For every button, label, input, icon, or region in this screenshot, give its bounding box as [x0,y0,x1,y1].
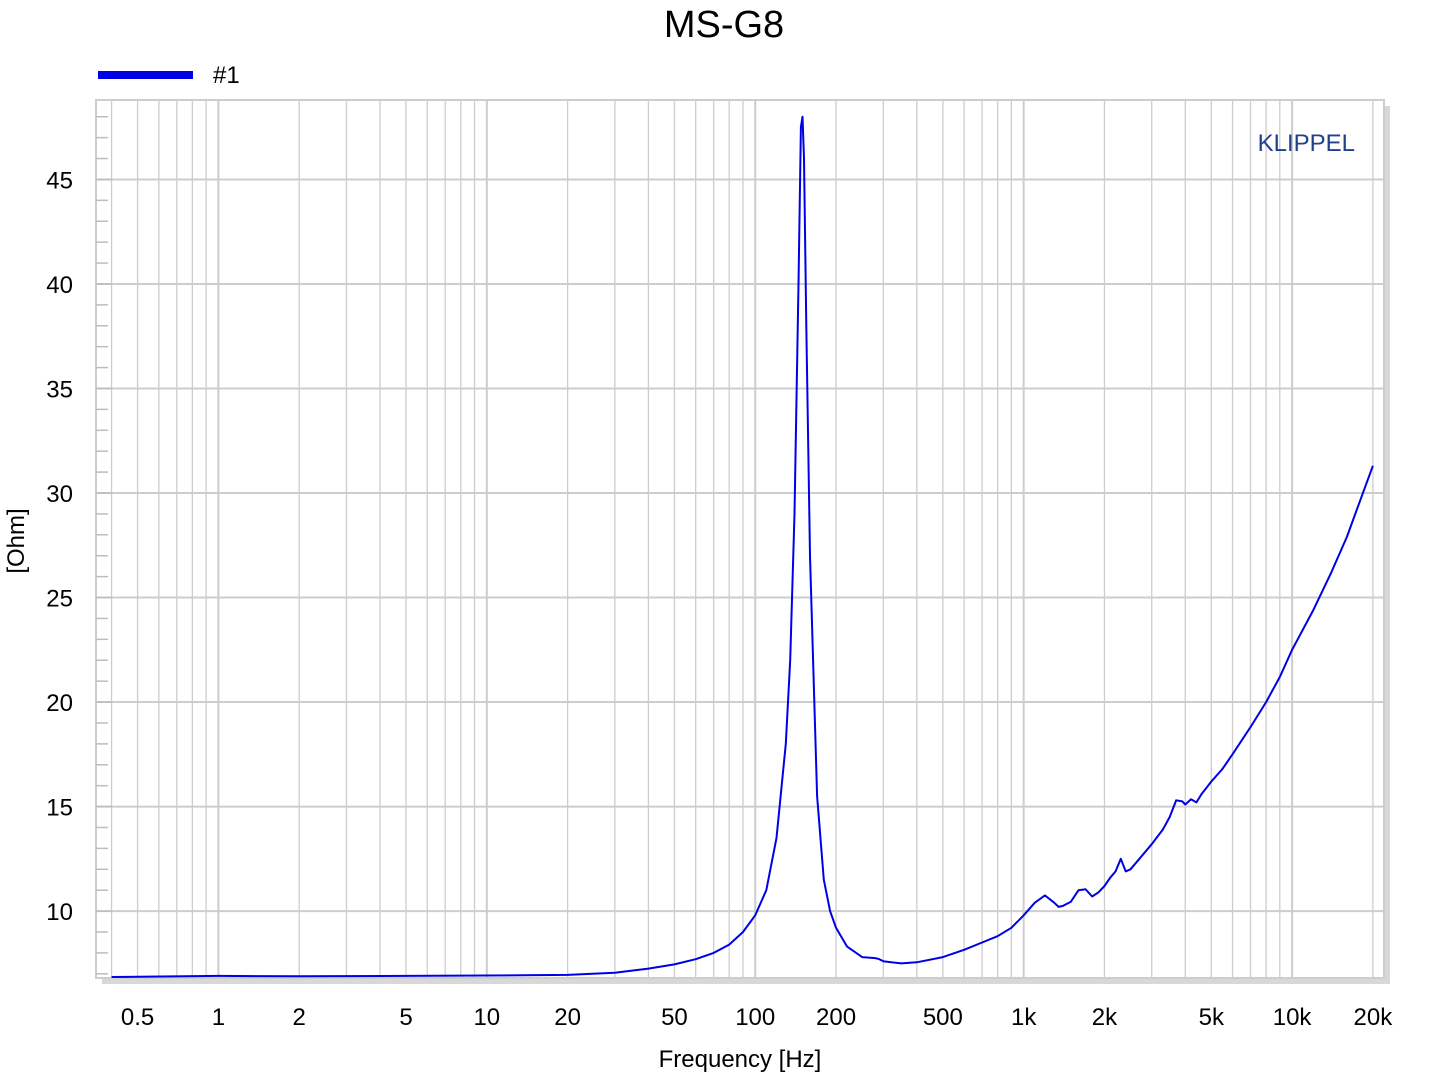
klippel-watermark: KLIPPEL [1258,130,1355,157]
x-tick-label: 10 [473,1004,500,1031]
y-tick-label: 35 [46,376,73,403]
x-tick-label: 1 [212,1004,225,1031]
y-tick-label: 25 [46,586,73,613]
y-tick-label: 45 [46,167,73,194]
grid [96,100,1384,978]
y-tick-label: 20 [46,690,73,717]
x-tick-label: 500 [923,1004,963,1031]
y-tick-label: 10 [46,899,73,926]
y-tick-label: 30 [46,481,73,508]
y-axis-ticks: 10 15 20 25 30 35 40 45 [46,167,73,926]
series-line-1 [111,115,1374,978]
x-tick-label: 0.5 [121,1004,154,1031]
x-tick-label: 5 [399,1004,412,1031]
x-tick-label: 20k [1354,1004,1394,1031]
legend: #1 [98,62,240,89]
x-axis-ticks: 0.5 1 2 5 10 20 50 100 200 500 1k 2k 5k 10k 20k [121,1004,1393,1031]
x-tick-label: 10k [1273,1004,1313,1031]
legend-label: #1 [213,62,240,89]
x-tick-label: 2 [293,1004,306,1031]
x-tick-label: 5k [1199,1004,1225,1031]
y-tick-label: 40 [46,272,73,299]
x-tick-label: 20 [554,1004,581,1031]
x-tick-label: 100 [735,1004,775,1031]
x-tick-label: 1k [1011,1004,1037,1031]
y-axis-label: [Ohm] [3,508,30,573]
x-tick-label: 50 [661,1004,688,1031]
plot-area [95,99,1385,979]
y-tick-label: 15 [46,795,73,822]
x-tick-label: 2k [1092,1004,1118,1031]
x-axis-label: Frequency [Hz] [659,1046,822,1073]
x-tick-label: 200 [816,1004,856,1031]
chart-title: MS-G8 [664,4,784,46]
